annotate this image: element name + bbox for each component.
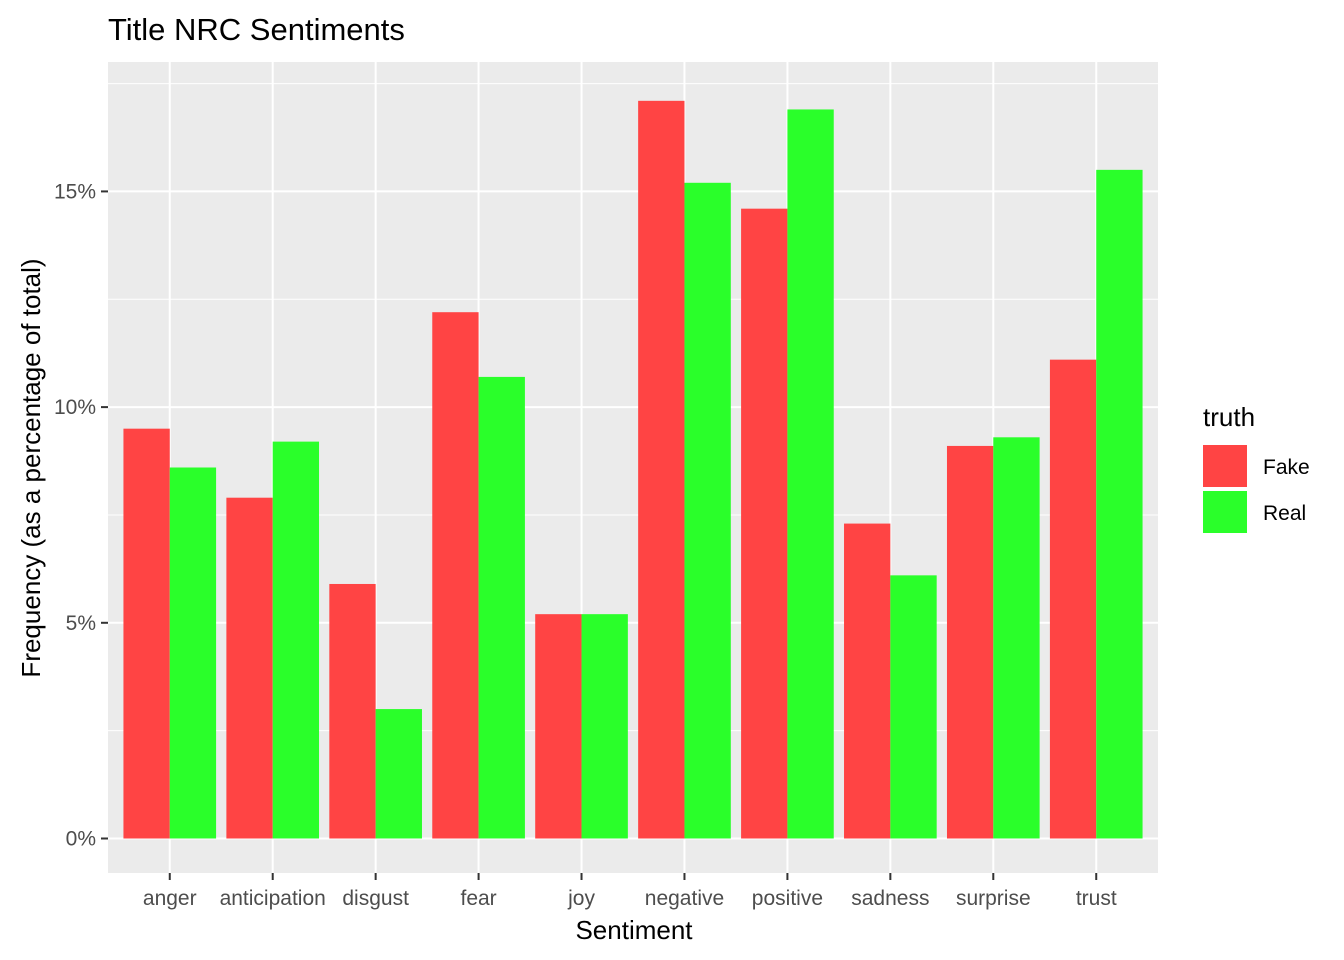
x-tick-label-fear: fear xyxy=(460,887,496,910)
bar-fake-negative xyxy=(638,100,685,839)
x-tick-label-joy: joy xyxy=(567,887,595,910)
bar-real-positive xyxy=(787,109,834,839)
bar-fake-disgust xyxy=(329,583,376,839)
x-axis-title: Sentiment xyxy=(575,915,693,945)
legend-label-real: Real xyxy=(1263,502,1306,525)
bar-fake-anger xyxy=(123,428,170,839)
x-tick-label-disgust: disgust xyxy=(342,887,409,910)
bar-real-disgust xyxy=(375,709,422,839)
bar-real-anger xyxy=(169,467,217,839)
bar-fake-joy xyxy=(535,614,582,839)
bar-real-trust xyxy=(1096,169,1143,839)
chart-title: Title NRC Sentiments xyxy=(108,12,405,47)
bar-fake-sadness xyxy=(844,523,891,839)
x-tick-label-negative: negative xyxy=(645,887,724,910)
legend-key-fake xyxy=(1203,445,1247,487)
y-tick-label: 5% xyxy=(66,612,96,635)
bar-real-surprise xyxy=(993,437,1040,839)
y-tick-label: 15% xyxy=(54,180,96,203)
y-tick-label: 10% xyxy=(54,396,96,419)
bar-real-negative xyxy=(684,182,731,839)
bar-real-anticipation xyxy=(272,441,320,839)
x-tick-label-positive: positive xyxy=(752,887,823,910)
bar-fake-trust xyxy=(1049,359,1097,839)
bar-fake-surprise xyxy=(946,445,994,839)
y-tick-label: 0% xyxy=(66,827,96,850)
bars xyxy=(123,100,1143,839)
bar-fake-positive xyxy=(741,208,788,839)
bar-real-joy xyxy=(581,614,628,839)
y-axis: 0% 5% 10% 15% xyxy=(54,180,108,850)
bar-fake-fear xyxy=(432,312,479,839)
legend: truth Fake Real xyxy=(1203,402,1310,533)
x-tick-label-anger: anger xyxy=(143,887,197,910)
bar-real-sadness xyxy=(890,575,937,839)
x-tick-label-anticipation: anticipation xyxy=(220,887,326,910)
x-tick-label-trust: trust xyxy=(1076,887,1117,910)
bar-fake-anticipation xyxy=(226,497,273,839)
x-tick-label-surprise: surprise xyxy=(956,887,1031,910)
bar-real-fear xyxy=(478,376,525,839)
x-tick-label-sadness: sadness xyxy=(851,887,929,910)
legend-label-fake: Fake xyxy=(1263,456,1310,479)
legend-title: truth xyxy=(1203,402,1255,432)
y-axis-title: Frequency (as a percentage of total) xyxy=(16,258,46,677)
legend-key-real xyxy=(1203,491,1247,533)
x-axis: anger anticipation disgust fear joy negative p… xyxy=(143,873,1117,910)
